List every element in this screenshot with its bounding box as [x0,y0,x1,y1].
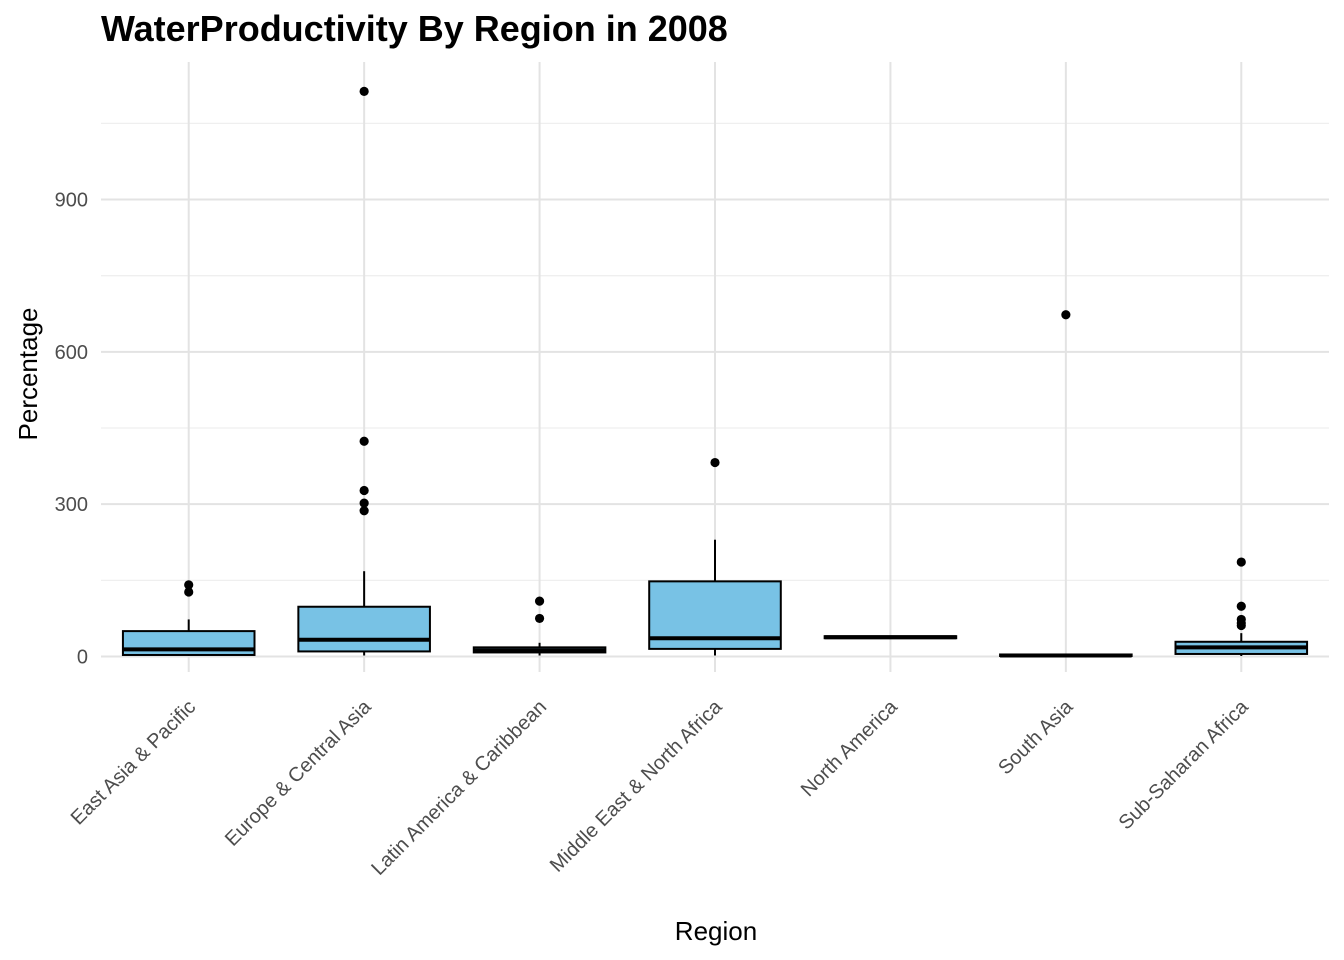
box-group [1174,557,1309,656]
box-group [472,596,607,656]
x-tick-label: East Asia & Pacific [67,696,200,829]
outlier-point [1236,557,1246,567]
box-group [823,635,958,640]
y-axis-ticks: 0 300 600 900 [55,190,88,669]
y-tick-label: 0 [77,647,88,669]
outlier-point [359,436,369,446]
x-axis-title: Region [675,916,757,946]
x-tick-label: Europe & Central Asia [221,695,376,850]
box-group [648,457,782,656]
y-tick-label: 600 [55,342,88,364]
x-tick-label: South Asia [994,695,1078,779]
x-tick-label: Sub-Saharan Africa [1115,695,1254,834]
outlier-point [534,596,545,606]
outlier-point [359,86,369,96]
x-tick-label: North America [797,695,903,801]
x-axis-ticks: East Asia & Pacific Europe & Central Asia… [67,695,1254,879]
outlier-point [184,580,194,590]
outlier-point [1061,310,1071,320]
outlier-point [534,613,545,624]
outlier-point [1236,601,1246,611]
outlier-point [184,587,194,597]
outlier-point [359,506,369,516]
y-tick-label: 300 [55,494,88,516]
x-tick-label: Middle East & North Africa [546,695,727,876]
box-group [999,310,1133,658]
outlier-point [359,498,369,508]
grid-lines [101,62,1329,672]
outlier-point [1236,614,1246,625]
box-iqr [121,630,256,656]
y-axis-title: Percentage [13,308,43,441]
outlier-point [710,457,720,468]
box-group [121,580,256,656]
chart-title: WaterProductivity By Region in 2008 [101,8,728,49]
x-tick-label: Latin America & Caribbean [367,696,551,880]
outlier-point [359,485,369,496]
boxes [121,86,1309,658]
y-tick-label: 900 [55,190,88,212]
box-group [297,86,431,656]
box-iqr [297,605,431,653]
